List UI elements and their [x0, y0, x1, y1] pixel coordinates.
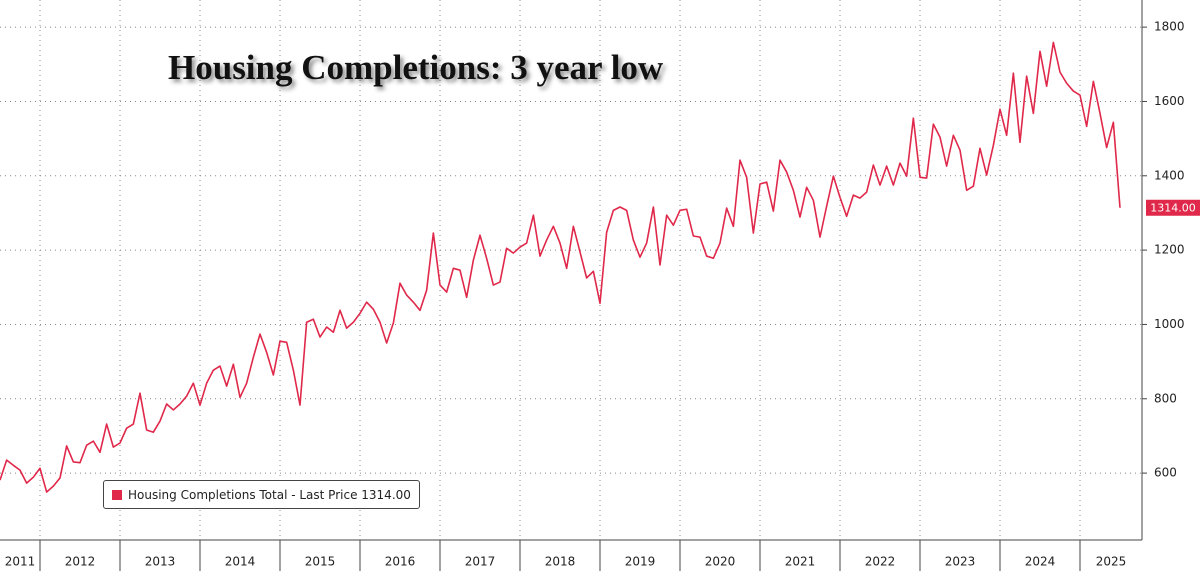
y-tick-label: 1600 — [1154, 94, 1185, 108]
legend-swatch — [112, 489, 122, 500]
y-tick-label: 1800 — [1154, 20, 1185, 34]
y-tick-label: 1000 — [1154, 317, 1185, 331]
x-tick-label: 2022 — [865, 555, 896, 569]
x-tick-label: 2014 — [225, 555, 256, 569]
x-tick-label: 2024 — [1025, 555, 1056, 569]
y-tick-label: 800 — [1154, 391, 1177, 405]
legend-label: Housing Completions Total - Last Price 1… — [128, 487, 411, 502]
chart-title: Housing Completions: 3 year low — [168, 48, 664, 87]
x-tick-label: 2021 — [785, 555, 816, 569]
y-tick-label: 1200 — [1154, 243, 1185, 257]
y-tick-label: 1400 — [1154, 168, 1185, 182]
last-price-tag — [1146, 199, 1200, 216]
y-tick-label: 600 — [1154, 466, 1177, 480]
x-tick-label: 2019 — [625, 555, 656, 569]
x-tick-label: 2011 — [5, 555, 36, 569]
x-tick-label: 2016 — [385, 555, 416, 569]
x-tick-label: 2012 — [65, 555, 96, 569]
x-tick-label: 2017 — [465, 555, 496, 569]
x-tick-label: 2013 — [145, 555, 176, 569]
x-tick-label: 2025 — [1096, 555, 1127, 569]
x-tick-label: 2015 — [305, 555, 336, 569]
x-tick-label: 2020 — [705, 555, 736, 569]
legend: Housing Completions Total - Last Price 1… — [103, 480, 420, 509]
last-price-label: 1314.00 — [1150, 202, 1196, 215]
x-tick-label: 2023 — [945, 555, 976, 569]
x-tick-label: 2018 — [545, 555, 576, 569]
series-line — [0, 41, 1121, 493]
